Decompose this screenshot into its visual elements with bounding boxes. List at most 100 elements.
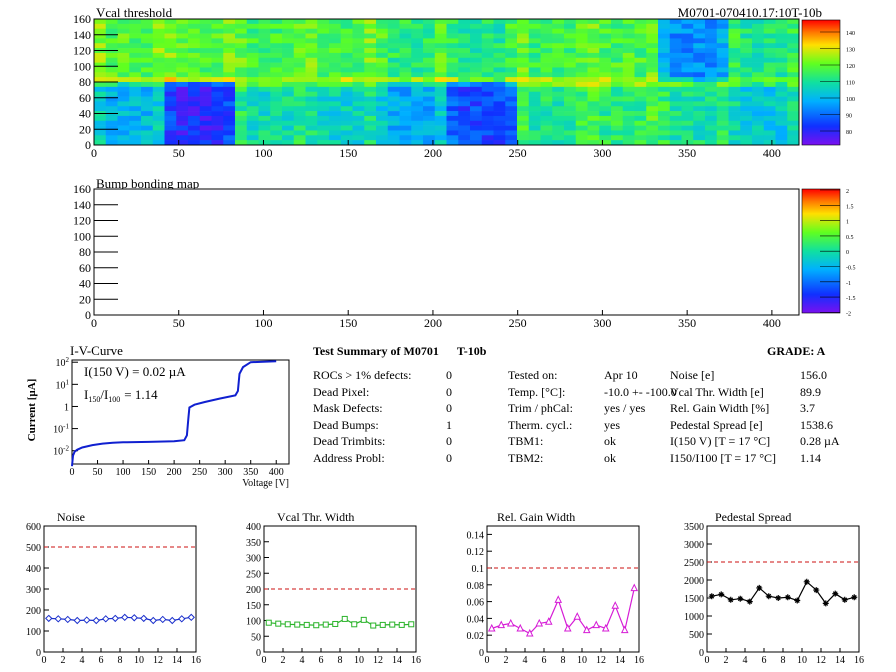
heatmap-cell <box>658 52 671 59</box>
heatmap-cell <box>141 57 154 63</box>
heatmap-cell <box>364 125 377 131</box>
x-tick-label: 6 <box>762 655 767 666</box>
heatmap-cell <box>223 57 236 63</box>
data-point <box>582 625 591 634</box>
heatmap-cell <box>505 28 518 34</box>
y-tick-label: 40 <box>79 107 91 121</box>
heatmap-cell <box>199 52 212 59</box>
heatmap-cell <box>658 130 671 136</box>
heatmap-cell <box>587 48 600 54</box>
heatmap-cell <box>199 125 212 131</box>
heatmap-cell <box>752 52 765 59</box>
x-tick-label: 10 <box>354 655 364 666</box>
heatmap-cell <box>669 33 682 39</box>
heatmap-cell <box>235 106 248 112</box>
heatmap-cell <box>658 86 671 92</box>
heatmap-cell <box>376 115 389 122</box>
heatmap-cell <box>176 86 189 92</box>
heatmap-cell <box>270 62 283 68</box>
heatmap-cell <box>763 43 776 49</box>
heatmap-cell <box>775 96 788 102</box>
heatmap-cell <box>669 77 682 83</box>
heatmap-cell <box>235 101 248 107</box>
heatmap-cell <box>235 125 248 131</box>
heatmap-cell <box>376 19 389 25</box>
heatmap-cell <box>470 38 483 44</box>
heatmap-cell <box>152 111 165 117</box>
heatmap-cell <box>470 140 483 146</box>
summary-label: Pedestal Spread [e] <box>670 417 763 432</box>
heatmap-cell <box>258 33 271 39</box>
heatmap-cell <box>575 125 588 131</box>
heatmap-cell <box>199 48 212 54</box>
heatmap-cell <box>669 67 682 73</box>
heatmap-cell <box>364 19 377 25</box>
summary-value: ok <box>604 451 616 465</box>
series-line <box>48 616 192 622</box>
heatmap-cell <box>505 135 518 141</box>
heatmap-cell <box>246 52 259 59</box>
x-tick-label: 8 <box>561 655 566 666</box>
heatmap-cell <box>411 43 424 49</box>
heatmap-cell <box>270 82 283 88</box>
heatmap-cell <box>199 77 212 83</box>
heatmap-cell <box>105 57 118 63</box>
heatmap-cell <box>705 48 718 54</box>
heatmap-cell <box>305 72 318 78</box>
heatmap-cell <box>693 91 706 97</box>
heatmap-cell <box>446 19 459 25</box>
heatmap-cell <box>775 57 788 63</box>
heatmap-cell <box>646 91 659 97</box>
heatmap-cell <box>188 38 201 44</box>
heatmap-cell <box>446 125 459 131</box>
heatmap-cell <box>246 135 259 141</box>
data-point <box>525 628 534 637</box>
heatmap-cell <box>611 72 624 78</box>
heatmap-cell <box>246 106 259 112</box>
heatmap-cell <box>105 38 118 44</box>
heatmap-cell <box>458 33 471 39</box>
heatmap-cell <box>129 57 142 63</box>
heatmap-cell <box>622 43 635 49</box>
heatmap-cell <box>141 19 154 25</box>
heatmap-cell <box>470 72 483 78</box>
heatmap-cell <box>176 130 189 136</box>
heatmap-cell <box>258 19 271 25</box>
heatmap-cell <box>105 135 118 141</box>
heatmap-cell <box>399 23 412 29</box>
heatmap-cell <box>705 52 718 59</box>
heatmap-cell <box>164 67 177 73</box>
heatmap-cell <box>117 48 130 54</box>
heatmap-cell <box>223 72 236 78</box>
data-point <box>708 593 715 600</box>
heatmap-cell <box>270 67 283 73</box>
chart-frame <box>486 525 640 653</box>
heatmap-cell <box>658 57 671 63</box>
heatmap-cell <box>282 67 295 73</box>
heatmap-cell <box>787 120 800 126</box>
heatmap-cell <box>458 62 471 68</box>
heatmap-cell <box>305 77 318 83</box>
heatmap-cell <box>152 67 165 73</box>
heatmap-cell <box>775 140 788 146</box>
heatmap-cell <box>164 19 177 25</box>
heatmap-cell <box>164 115 177 122</box>
heatmap-cell <box>305 115 318 122</box>
data-point <box>727 596 734 603</box>
heatmap-cell <box>329 115 342 122</box>
heatmap-cell <box>399 28 412 34</box>
chart-frame <box>706 525 860 653</box>
heatmap-cell <box>94 43 107 49</box>
heatmap-cell <box>716 130 729 136</box>
heatmap-cell <box>446 62 459 68</box>
heatmap-cell <box>564 130 577 136</box>
heatmap-cell <box>434 19 447 25</box>
heatmap-cell <box>446 72 459 78</box>
heatmap-cell <box>199 57 212 63</box>
heatmap-cell <box>164 82 177 88</box>
y-tick-label: 101 <box>56 378 70 391</box>
summary-label: ROCs > 1% defects: <box>313 368 412 382</box>
heatmap-cell <box>352 57 365 63</box>
heatmap-cell <box>188 125 201 131</box>
heatmap-cell <box>458 57 471 63</box>
